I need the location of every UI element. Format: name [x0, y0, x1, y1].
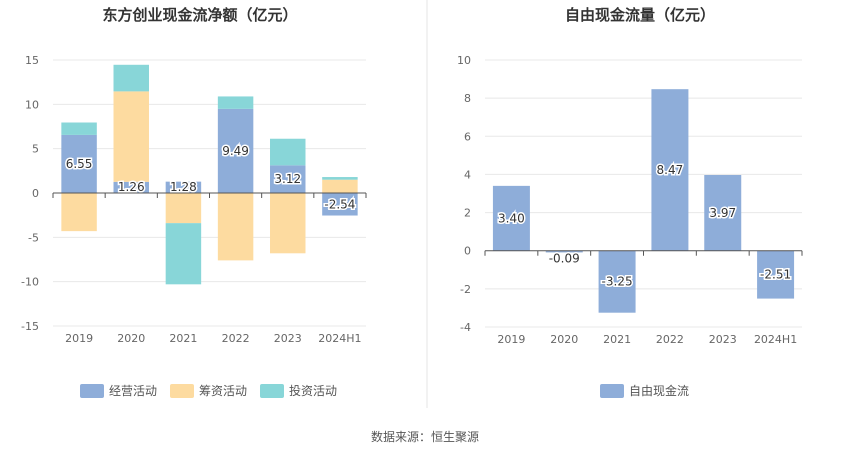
y-tick-label: 10 — [25, 98, 39, 111]
y-tick-label: -15 — [21, 320, 39, 333]
legend-swatch — [260, 384, 284, 398]
bar-2020-series-0 — [545, 250, 583, 253]
x-tick-label: 2019 — [497, 333, 525, 346]
y-tick-label: 5 — [32, 143, 39, 156]
y-tick-label: 15 — [25, 54, 39, 67]
x-tick-label: 2023 — [709, 333, 737, 346]
bar-2024H1-series-1 — [322, 179, 358, 193]
y-tick-label: -4 — [460, 321, 471, 334]
y-tick-label: 8 — [464, 92, 471, 105]
legend-swatch — [600, 384, 624, 398]
data-label: 6.55 — [66, 157, 93, 171]
bar-2024H1-series-0 — [322, 193, 358, 216]
bar-2022-series-1 — [217, 193, 254, 261]
legend-label: 自由现金流 — [629, 383, 689, 398]
bar-2020-series-0 — [113, 181, 149, 193]
bar-2023-series-0 — [270, 165, 306, 193]
bar-2019-series-0 — [61, 134, 97, 193]
data-label: -3.25 — [602, 275, 633, 289]
x-tick-label: 2023 — [274, 332, 302, 345]
data-label: 8.47 — [657, 163, 684, 177]
legend-swatch — [170, 384, 194, 398]
legend-label: 投资活动 — [289, 383, 337, 398]
bar-2022-series-0 — [651, 89, 689, 251]
bar-2019-series-2 — [61, 122, 97, 135]
data-label: 3.40 — [498, 211, 525, 225]
x-tick-label: 2021 — [603, 333, 631, 346]
y-tick-label: -10 — [21, 276, 39, 289]
legend-swatch — [80, 384, 104, 398]
source-footnote: 数据来源：恒生聚源 — [370, 430, 479, 444]
data-label: -2.51 — [760, 268, 791, 282]
data-label: 3.97 — [709, 206, 736, 220]
chart-title: 自由现金流量（亿元） — [565, 6, 715, 24]
bar-2024H1-series-2 — [322, 177, 358, 180]
legend-label: 筹资活动 — [199, 384, 247, 398]
x-tick-label: 2024H1 — [318, 332, 361, 345]
x-tick-label: 2020 — [117, 332, 145, 345]
data-label: 1.26 — [118, 180, 145, 194]
y-tick-label: 4 — [464, 168, 471, 181]
bar-2023-series-2 — [270, 138, 306, 166]
bar-2023-series-0 — [704, 175, 742, 251]
bar-2022-series-2 — [217, 96, 254, 109]
y-tick-label: 2 — [464, 207, 471, 220]
bar-2022-series-0 — [217, 108, 254, 193]
data-label: 3.12 — [274, 172, 301, 186]
x-tick-label: 2022 — [656, 333, 684, 346]
x-tick-label: 2019 — [65, 332, 93, 345]
y-tick-label: 0 — [464, 245, 471, 258]
bar-2021-series-2 — [165, 223, 202, 285]
x-tick-label: 2024H1 — [754, 333, 797, 346]
y-tick-label: -5 — [28, 231, 39, 244]
x-tick-label: 2022 — [222, 332, 250, 345]
y-tick-label: -2 — [460, 283, 471, 296]
x-tick-label: 2021 — [169, 332, 197, 345]
y-tick-label: 6 — [464, 130, 471, 143]
bar-2021-series-0 — [165, 181, 202, 193]
data-label: -2.54 — [324, 197, 355, 211]
bar-2019-series-0 — [492, 185, 530, 251]
free-cashflow-chart: 自由现金流量（亿元） 10 8 6 4 2 0 -2 -4 2019 2020 2021 2022 202… — [457, 6, 803, 398]
legend-label: 经营活动 — [109, 384, 157, 398]
bar-2019-series-1 — [61, 193, 97, 232]
data-label: 1.28 — [170, 180, 197, 194]
bar-2020-series-1 — [113, 91, 149, 182]
bar-2021-series-1 — [165, 193, 202, 224]
bar-2024H1-series-0 — [757, 250, 795, 299]
cashflow-chart: 东方创业现金流净额（亿元） 15 10 5 0 -5 -10 -15 2019 2020 2021 2… — [21, 6, 367, 398]
data-label: -0.09 — [549, 252, 580, 266]
x-tick-label: 2020 — [550, 333, 578, 346]
y-tick-label: 10 — [457, 54, 471, 67]
bar-2023-series-1 — [270, 193, 306, 254]
bar-2020-series-2 — [113, 64, 149, 92]
y-tick-label: 0 — [32, 187, 39, 200]
bar-2021-series-0 — [598, 250, 636, 313]
chart-title: 东方创业现金流净额（亿元） — [102, 6, 297, 24]
data-label: 9.49 — [222, 144, 249, 158]
